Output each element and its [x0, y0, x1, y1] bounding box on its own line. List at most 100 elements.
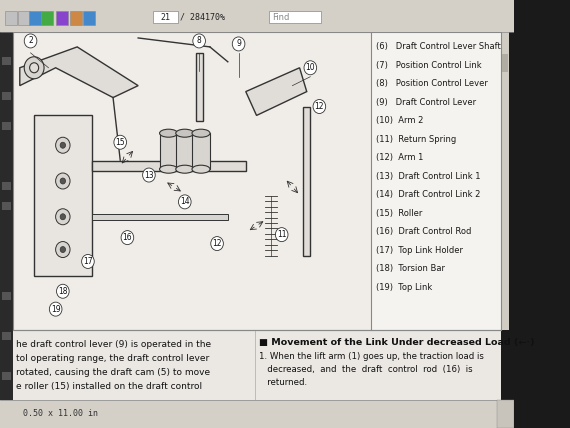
Bar — [160, 133, 178, 169]
Bar — [502, 54, 508, 72]
Bar — [70, 11, 82, 25]
Bar — [56, 11, 68, 25]
Polygon shape — [246, 68, 307, 116]
Circle shape — [30, 63, 39, 73]
Bar — [2, 182, 11, 190]
Text: 11: 11 — [277, 230, 287, 239]
Circle shape — [25, 57, 44, 79]
Text: 12: 12 — [315, 102, 324, 111]
Text: e roller (15) installed on the draft control: e roller (15) installed on the draft con… — [16, 382, 202, 391]
Text: (9)   Draft Control Lever: (9) Draft Control Lever — [376, 98, 476, 107]
Text: (15)  Roller: (15) Roller — [376, 209, 422, 218]
Circle shape — [56, 209, 70, 225]
Circle shape — [56, 173, 70, 189]
Ellipse shape — [192, 165, 210, 173]
Circle shape — [313, 99, 325, 113]
Circle shape — [178, 195, 191, 209]
Text: Find: Find — [272, 12, 290, 21]
Bar — [42, 11, 53, 25]
Text: 170%: 170% — [205, 12, 226, 21]
Text: 14: 14 — [180, 197, 190, 206]
Text: 19: 19 — [51, 305, 60, 314]
Bar — [0, 32, 13, 400]
Bar — [371, 32, 501, 330]
Text: 15: 15 — [115, 138, 125, 147]
Bar — [0, 0, 514, 32]
Ellipse shape — [176, 129, 194, 137]
Circle shape — [193, 34, 205, 48]
Text: 16: 16 — [123, 233, 132, 242]
Ellipse shape — [176, 165, 194, 173]
Bar — [2, 202, 11, 210]
Bar — [2, 332, 11, 340]
Text: (14)  Draft Control Link 2: (14) Draft Control Link 2 — [376, 190, 480, 199]
Text: rotated, causing the draft cam (5) to move: rotated, causing the draft cam (5) to mo… — [16, 368, 210, 377]
Circle shape — [56, 137, 70, 153]
Text: (13)  Draft Control Link 1: (13) Draft Control Link 1 — [376, 172, 481, 181]
Circle shape — [233, 37, 245, 51]
Text: 21: 21 — [161, 12, 171, 21]
Circle shape — [121, 231, 134, 245]
Bar — [92, 161, 246, 171]
Circle shape — [60, 178, 66, 184]
Circle shape — [211, 237, 223, 250]
Text: returned.: returned. — [259, 378, 307, 387]
Text: 1. When the lift arm (1) goes up, the traction load is: 1. When the lift arm (1) goes up, the tr… — [259, 352, 483, 361]
Bar — [13, 32, 371, 330]
Text: (6)   Draft Control Lever Shaft: (6) Draft Control Lever Shaft — [376, 42, 500, 51]
Bar — [153, 11, 178, 23]
Bar — [0, 400, 514, 428]
Bar — [5, 11, 17, 25]
Text: (11)  Return Spring: (11) Return Spring — [376, 135, 456, 144]
Bar — [196, 53, 203, 122]
Text: (8)   Position Control Lever: (8) Position Control Lever — [376, 79, 488, 88]
Text: (10)  Arm 2: (10) Arm 2 — [376, 116, 423, 125]
Bar — [83, 11, 95, 25]
Bar — [303, 107, 310, 256]
Ellipse shape — [192, 129, 210, 137]
Circle shape — [142, 168, 155, 182]
Bar — [2, 292, 11, 300]
Bar — [2, 122, 11, 130]
Text: (18)  Torsion Bar: (18) Torsion Bar — [376, 265, 445, 273]
Text: he draft control lever (9) is operated in the: he draft control lever (9) is operated i… — [16, 340, 211, 349]
Bar — [501, 32, 509, 330]
Bar — [192, 133, 210, 169]
Text: (19)  Top Link: (19) Top Link — [376, 283, 432, 292]
Bar — [13, 330, 501, 400]
Text: 0.50 x 11.00 in: 0.50 x 11.00 in — [23, 410, 97, 419]
Text: 18: 18 — [58, 287, 68, 296]
Circle shape — [56, 241, 70, 258]
Bar — [92, 214, 228, 220]
Circle shape — [114, 135, 127, 149]
Circle shape — [304, 61, 317, 75]
Bar — [2, 57, 11, 65]
Text: tol operating range, the draft control lever: tol operating range, the draft control l… — [16, 354, 209, 363]
Bar — [18, 11, 30, 25]
Text: 8: 8 — [197, 36, 202, 45]
Text: 2: 2 — [28, 36, 33, 45]
Circle shape — [56, 284, 69, 298]
Text: 10: 10 — [306, 63, 315, 72]
Bar — [176, 133, 194, 169]
Polygon shape — [34, 116, 92, 276]
Bar — [13, 32, 501, 330]
Text: (16)  Draft Control Rod: (16) Draft Control Rod — [376, 227, 471, 236]
Text: (7)   Position Control Link: (7) Position Control Link — [376, 60, 482, 69]
Text: 17: 17 — [83, 257, 93, 266]
Text: (12)  Arm 1: (12) Arm 1 — [376, 153, 423, 162]
Circle shape — [25, 34, 37, 48]
Text: 13: 13 — [144, 170, 154, 179]
Text: (17)  Top Link Holder: (17) Top Link Holder — [376, 246, 463, 255]
Polygon shape — [20, 47, 138, 98]
Text: 12: 12 — [212, 239, 222, 248]
Ellipse shape — [160, 129, 178, 137]
Circle shape — [82, 255, 94, 268]
Ellipse shape — [160, 165, 178, 173]
Bar — [498, 400, 514, 428]
Text: decreased,  and  the  draft  control  rod  (16)  is: decreased, and the draft control rod (16… — [259, 365, 473, 374]
Bar — [29, 11, 40, 25]
Circle shape — [60, 247, 66, 253]
Bar — [2, 372, 11, 380]
Circle shape — [275, 228, 288, 242]
